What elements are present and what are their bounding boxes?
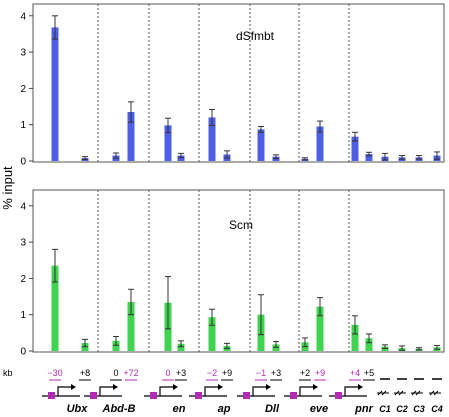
control-label: C1 — [379, 404, 391, 414]
kb-position-label: +72 — [123, 368, 138, 378]
kb-position-label: −1 — [256, 368, 266, 378]
y-axis-label: % input — [0, 166, 15, 210]
y-tick-label: 0 — [20, 157, 26, 168]
binding-site-box — [195, 392, 202, 399]
tss-arrowhead — [113, 384, 118, 390]
tss-arrow — [344, 386, 359, 396]
kb-position-label: +4 — [350, 368, 360, 378]
bar — [365, 154, 373, 161]
y-tick-label: 0 — [20, 347, 26, 358]
tss-arrow — [204, 386, 219, 396]
tss-arrowhead — [358, 384, 363, 390]
bar — [208, 117, 216, 161]
kb-position-label: +9 — [315, 368, 325, 378]
gene-name: ap — [218, 403, 231, 415]
panel-scm-separators — [97, 190, 350, 352]
bar — [365, 338, 373, 351]
panel-scm: Scm 0 1 2 3 4 — [20, 189, 445, 358]
panel-scm-title: Scm — [229, 218, 253, 232]
panel-scm-y-axis: 0 1 2 3 4 — [20, 201, 33, 358]
y-tick-label: 1 — [20, 310, 26, 321]
panel-dsfmbt-y-axis: 0 1 2 3 4 — [20, 11, 33, 168]
bar — [177, 155, 185, 161]
y-tick-label: 4 — [20, 11, 26, 22]
y-tick-label: 3 — [20, 48, 26, 59]
bar — [316, 126, 324, 161]
binding-site-box — [90, 392, 97, 399]
y-tick-label: 2 — [20, 274, 26, 285]
panel-dsfmbt-frame — [32, 3, 445, 163]
panel-dsfmbt-title: dSfmbt — [236, 29, 275, 43]
kb-position-label: +5 — [364, 368, 374, 378]
bar — [208, 317, 216, 351]
tss-arrowhead — [71, 384, 76, 390]
tss-arrowhead — [173, 384, 178, 390]
gene-name: Abd-B — [102, 403, 136, 415]
tss-arrow — [57, 386, 72, 396]
binding-site-box — [290, 392, 297, 399]
binding-site-box — [335, 392, 342, 399]
bar — [164, 125, 172, 161]
control-label: C2 — [396, 404, 408, 414]
kb-position-label: +9 — [222, 368, 232, 378]
control-label: C3 — [413, 404, 425, 414]
y-tick-label: 2 — [20, 84, 26, 95]
control-break-mark — [394, 390, 406, 396]
panel-dsfmbt: dSfmbt 0 1 2 3 4 — [20, 3, 445, 168]
tss-arrow — [159, 386, 174, 396]
gene-annotations: −30 +8 Ubx 0 +72 Abd-B 0 +3 en −2 +9 ap −1 +3 Dll +2 +9 e… — [42, 368, 443, 415]
y-tick-label: 4 — [20, 201, 26, 212]
bar — [112, 340, 120, 351]
kb-position-label: +8 — [80, 368, 90, 378]
panel-dsfmbt-separators — [97, 4, 350, 162]
binding-site-box — [150, 392, 157, 399]
tss-arrow — [299, 386, 314, 396]
tss-arrow — [252, 386, 267, 396]
gene-name: Dll — [265, 403, 280, 415]
kb-position-label: 0 — [165, 368, 170, 378]
kb-position-label: +3 — [176, 368, 186, 378]
gene-name: Ubx — [67, 403, 89, 415]
control-break-mark — [377, 390, 389, 396]
kb-position-label: −2 — [207, 368, 217, 378]
bar — [257, 129, 265, 161]
bar — [51, 265, 59, 351]
y-tick-label: 3 — [20, 238, 26, 249]
bar — [316, 306, 324, 351]
kb-position-label: 0 — [113, 368, 118, 378]
panel-dsfmbt-bars — [51, 15, 441, 161]
binding-site-box — [48, 392, 55, 399]
kb-position-label: +3 — [271, 368, 281, 378]
control-break-mark — [411, 390, 423, 396]
panel-scm-frame — [32, 189, 445, 353]
binding-site-box — [243, 392, 250, 399]
tss-arrowhead — [313, 384, 318, 390]
bar — [51, 27, 59, 161]
y-tick-label: 1 — [20, 120, 26, 131]
tss-arrow — [99, 386, 114, 396]
panel-scm-bars — [51, 248, 441, 351]
bar — [127, 111, 135, 161]
bar — [177, 343, 185, 351]
tss-arrowhead — [218, 384, 223, 390]
bar — [351, 324, 359, 351]
bar — [351, 136, 359, 161]
gene-name: pnr — [354, 403, 373, 415]
control-label: C4 — [431, 404, 443, 414]
gene-name: eve — [310, 403, 328, 415]
kb-label: kb — [3, 368, 13, 378]
bar — [127, 301, 135, 351]
control-break-mark — [429, 390, 441, 396]
kb-position-label: −30 — [47, 368, 62, 378]
tss-arrowhead — [266, 384, 271, 390]
kb-position-label: +2 — [300, 368, 310, 378]
gene-name: en — [173, 403, 186, 415]
